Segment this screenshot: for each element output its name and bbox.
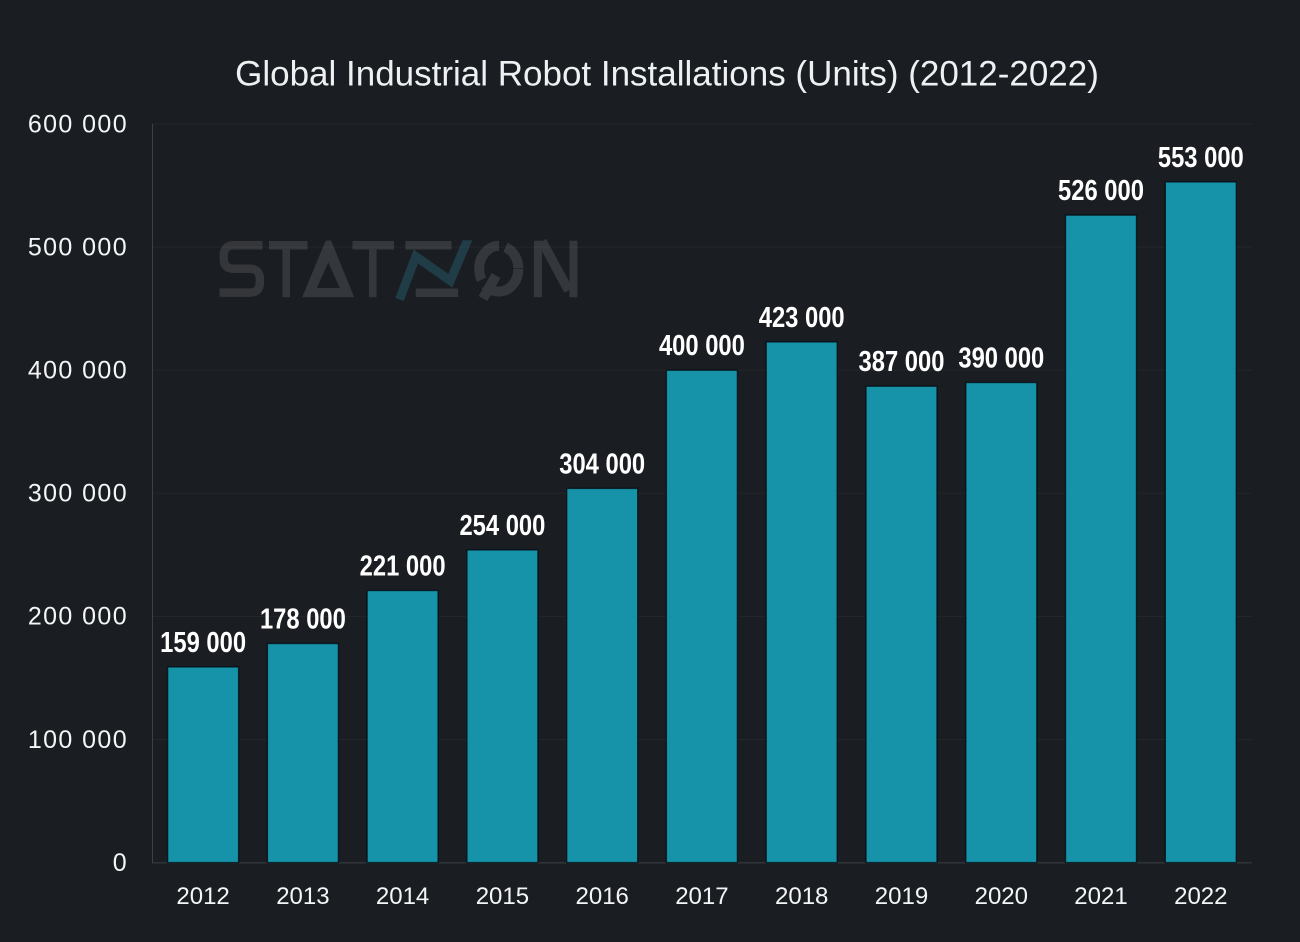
svg-text:423 000: 423 000 [759,301,845,334]
svg-text:2016: 2016 [576,883,629,910]
svg-text:304 000: 304 000 [559,447,645,480]
svg-text:159 000: 159 000 [160,626,246,659]
svg-text:0: 0 [113,849,128,877]
svg-text:387 000: 387 000 [859,345,945,378]
svg-text:254 000: 254 000 [459,509,545,542]
svg-text:2012: 2012 [176,883,229,910]
svg-text:200 000: 200 000 [28,603,128,631]
svg-text:526 000: 526 000 [1058,174,1144,207]
svg-text:390 000: 390 000 [958,341,1044,374]
svg-text:400 000: 400 000 [659,329,745,362]
svg-text:2021: 2021 [1074,883,1127,910]
svg-text:178 000: 178 000 [260,602,346,635]
svg-text:500 000: 500 000 [28,233,128,261]
svg-text:2014: 2014 [376,883,429,910]
svg-text:2015: 2015 [476,883,529,910]
svg-text:300 000: 300 000 [28,480,128,508]
svg-text:400 000: 400 000 [28,357,128,385]
svg-text:600 000: 600 000 [28,110,128,138]
svg-text:100 000: 100 000 [28,726,128,754]
svg-text:2019: 2019 [875,883,928,910]
svg-text:553 000: 553 000 [1158,141,1244,174]
svg-text:2022: 2022 [1174,883,1227,910]
svg-text:2017: 2017 [675,883,728,910]
svg-text:2018: 2018 [775,883,828,910]
svg-text:2020: 2020 [975,883,1028,910]
svg-text:2013: 2013 [276,883,329,910]
svg-text:221 000: 221 000 [360,549,446,582]
svg-text:Global Industrial Robot Instal: Global Industrial Robot Installations (U… [235,55,1099,94]
